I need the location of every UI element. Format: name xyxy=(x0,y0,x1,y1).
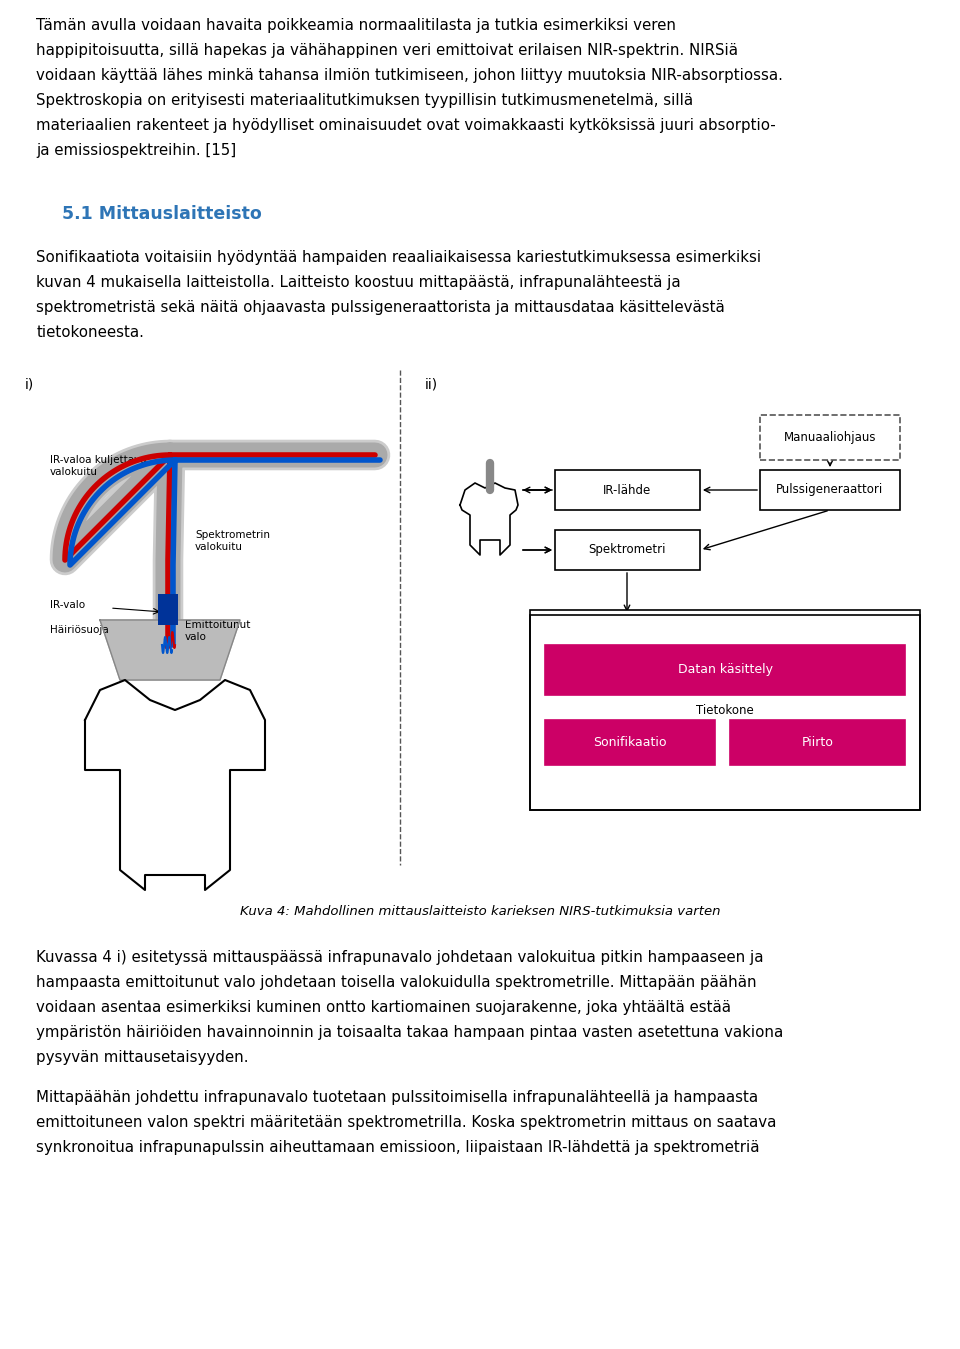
Text: voidaan käyttää lähes minkä tahansa ilmiön tutkimiseen, johon liittyy muutoksia : voidaan käyttää lähes minkä tahansa ilmi… xyxy=(36,67,783,84)
Text: 5.1 Mittauslaitteisto: 5.1 Mittauslaitteisto xyxy=(62,205,262,223)
Text: pysyvän mittausetaisyyden.: pysyvän mittausetaisyyden. xyxy=(36,1050,249,1064)
Text: materiaalien rakenteet ja hyödylliset ominaisuudet ovat voimakkaasti kytköksissä: materiaalien rakenteet ja hyödylliset om… xyxy=(36,117,777,134)
Text: ii): ii) xyxy=(425,378,438,393)
Text: voidaan asentaa esimerkiksi kuminen ontto kartiomainen suojarakenne, joka yhtääl: voidaan asentaa esimerkiksi kuminen ontt… xyxy=(36,1000,732,1014)
FancyBboxPatch shape xyxy=(760,415,900,460)
Text: synkronoitua infrapunapulssin aiheuttamaan emissioon, liipaistaan IR-lähdettä ja: synkronoitua infrapunapulssin aiheuttama… xyxy=(36,1140,760,1155)
Text: kuvan 4 mukaisella laitteistolla. Laitteisto koostuu mittapäästä, infrapunalähte: kuvan 4 mukaisella laitteistolla. Laitte… xyxy=(36,275,681,290)
FancyBboxPatch shape xyxy=(545,720,715,765)
Text: ympäristön häiriöiden havainnoinnin ja toisaalta takaa hampaan pintaa vasten ase: ympäristön häiriöiden havainnoinnin ja t… xyxy=(36,1025,783,1040)
Text: Tietokone: Tietokone xyxy=(696,621,754,633)
Text: Spektrometrin
valokuitu: Spektrometrin valokuitu xyxy=(195,530,270,552)
Text: emittoituneen valon spektri määritetään spektrometrilla. Koska spektrometrin mit: emittoituneen valon spektri määritetään … xyxy=(36,1116,777,1130)
Text: Tämän avulla voidaan havaita poikkeamia normaalitilasta ja tutkia esimerkiksi ve: Tämän avulla voidaan havaita poikkeamia … xyxy=(36,18,677,32)
Text: Sonifikaatiota voitaisiin hyödyntää hampaiden reaaliaikaisessa kariestutkimukses: Sonifikaatiota voitaisiin hyödyntää hamp… xyxy=(36,250,761,264)
Text: hampaasta emittoitunut valo johdetaan toisella valokuidulla spektrometrille. Mit: hampaasta emittoitunut valo johdetaan to… xyxy=(36,975,757,990)
Polygon shape xyxy=(460,483,518,554)
Text: happipitoisuutta, sillä hapekas ja vähähappinen veri emittoivat erilaisen NIR-sp: happipitoisuutta, sillä hapekas ja vähäh… xyxy=(36,43,738,58)
Text: tietokoneesta.: tietokoneesta. xyxy=(36,325,144,340)
FancyBboxPatch shape xyxy=(760,469,900,510)
Text: Spektrometri: Spektrometri xyxy=(588,544,666,557)
Text: Tietokone: Tietokone xyxy=(696,703,754,716)
Text: spektrometristä sekä näitä ohjaavasta pulssigeneraattorista ja mittausdataa käsi: spektrometristä sekä näitä ohjaavasta pu… xyxy=(36,299,725,316)
Polygon shape xyxy=(85,680,265,890)
Text: Kuvassa 4 i) esitetyssä mittauspäässä infrapunavalo johdetaan valokuitua pitkin : Kuvassa 4 i) esitetyssä mittauspäässä in… xyxy=(36,950,764,965)
FancyBboxPatch shape xyxy=(730,720,905,765)
Text: Manuaaliohjaus: Manuaaliohjaus xyxy=(783,430,876,444)
Text: Emittoitunut
valo: Emittoitunut valo xyxy=(185,621,251,642)
Text: ja emissiospektreihin. [15]: ja emissiospektreihin. [15] xyxy=(36,143,237,158)
FancyBboxPatch shape xyxy=(555,469,700,510)
FancyBboxPatch shape xyxy=(158,594,178,625)
Text: Spektroskopia on erityisesti materiaalitutkimuksen tyypillisin tutkimusmenetelmä: Spektroskopia on erityisesti materiaalit… xyxy=(36,93,694,108)
Text: Pulssigeneraattori: Pulssigeneraattori xyxy=(777,483,883,496)
FancyBboxPatch shape xyxy=(530,610,920,809)
FancyBboxPatch shape xyxy=(545,645,905,695)
Text: Häiriösuoja: Häiriösuoja xyxy=(50,625,108,635)
Text: Piirto: Piirto xyxy=(802,737,833,749)
Text: IR-lähde: IR-lähde xyxy=(604,483,652,496)
Text: Sonifikaatio: Sonifikaatio xyxy=(593,737,667,749)
Text: IR-valoa kuljettava
valokuitu: IR-valoa kuljettava valokuitu xyxy=(50,455,147,476)
FancyBboxPatch shape xyxy=(555,530,700,571)
Polygon shape xyxy=(100,621,240,680)
Text: Mittapäähän johdettu infrapunavalo tuotetaan pulssitoimisella infrapunalähteellä: Mittapäähän johdettu infrapunavalo tuote… xyxy=(36,1090,758,1105)
Text: Kuva 4: Mahdollinen mittauslaitteisto karieksen NIRS-tutkimuksia varten: Kuva 4: Mahdollinen mittauslaitteisto ka… xyxy=(240,905,720,919)
Text: Datan käsittely: Datan käsittely xyxy=(678,664,773,676)
Text: IR-valo: IR-valo xyxy=(50,600,85,610)
FancyBboxPatch shape xyxy=(455,469,520,575)
Text: i): i) xyxy=(25,378,35,393)
